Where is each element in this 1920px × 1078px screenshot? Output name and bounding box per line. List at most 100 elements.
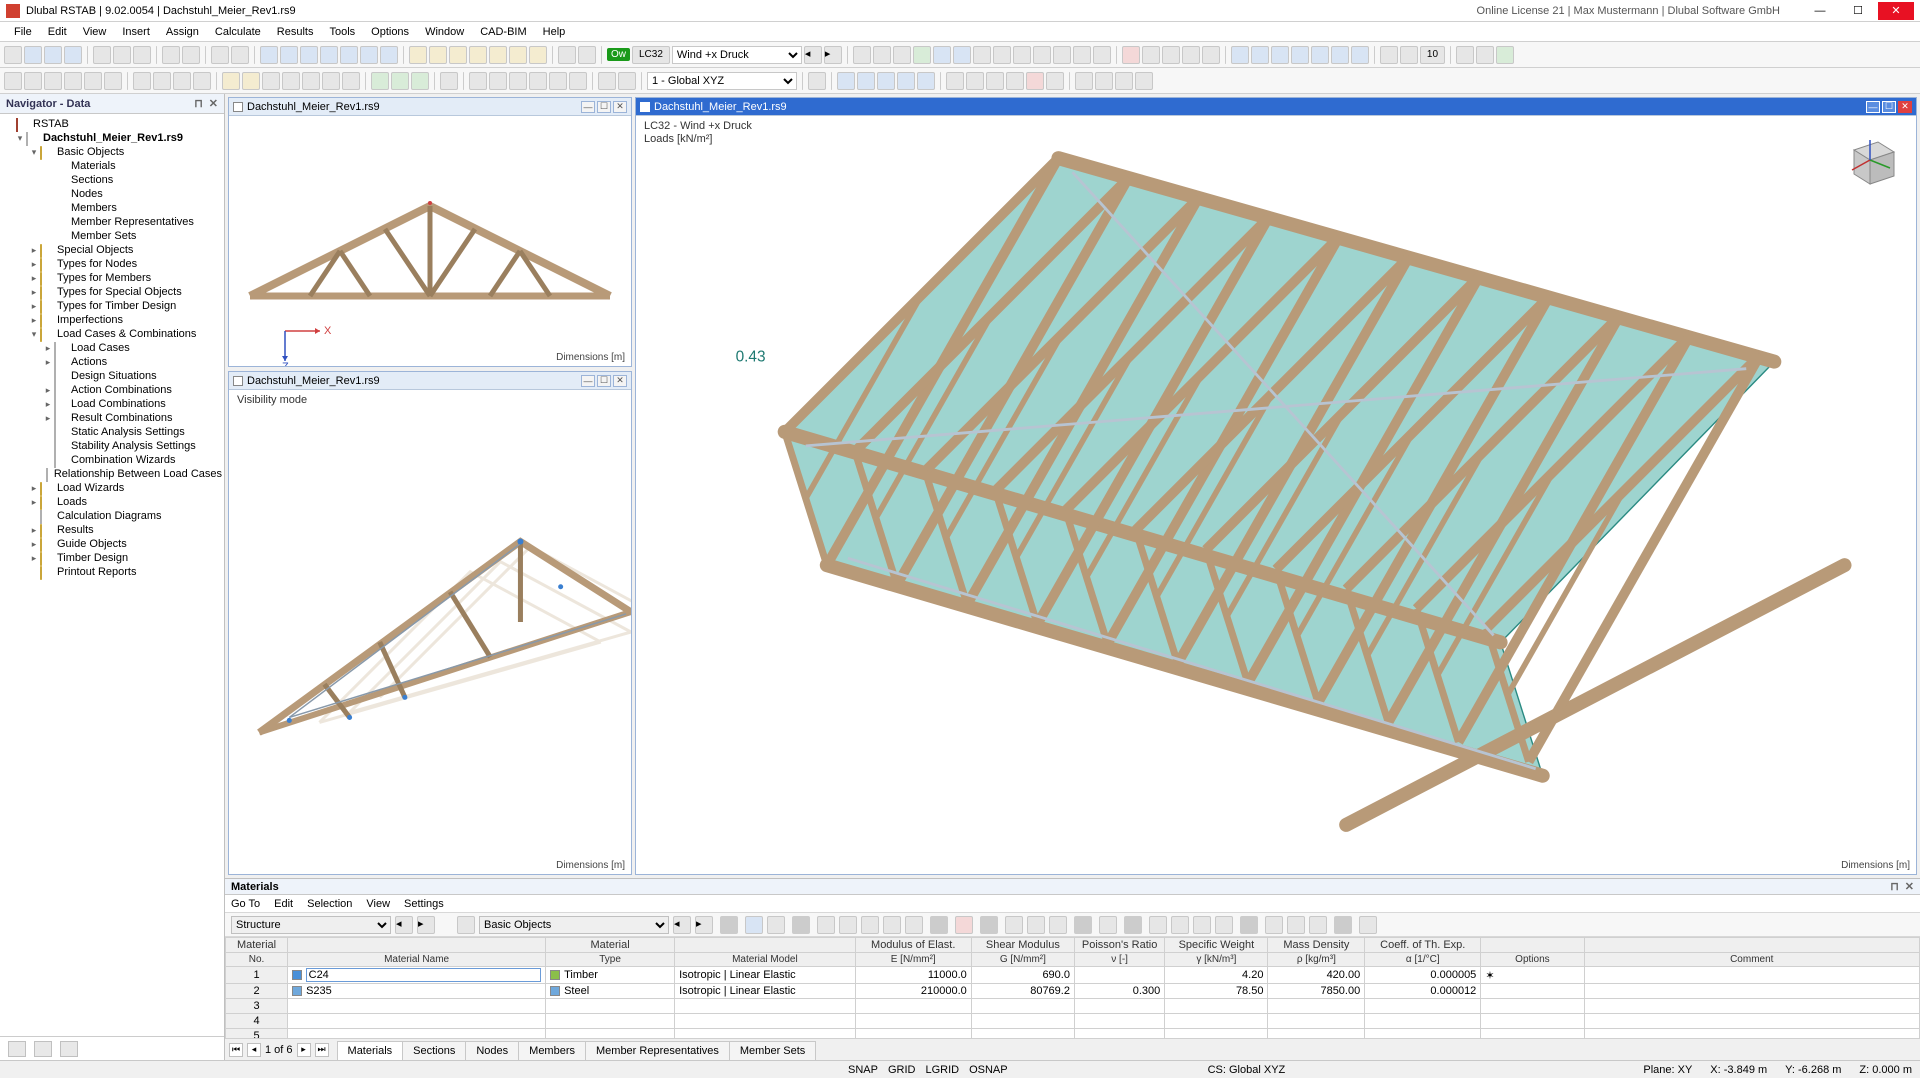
tree-item[interactable]: ▸Special Objects — [2, 243, 222, 257]
mt-a[interactable] — [745, 916, 763, 934]
mt-fx4[interactable] — [1215, 916, 1233, 934]
t2-31[interactable] — [837, 72, 855, 90]
t2-7[interactable] — [133, 72, 151, 90]
vp3-close[interactable]: ✕ — [1898, 101, 1912, 113]
tree-item[interactable]: ▸Result Combinations — [2, 411, 222, 425]
tree-item[interactable]: ▸Action Combinations — [2, 383, 222, 397]
mt-m[interactable] — [1265, 916, 1283, 934]
global-dropdown[interactable]: 1 - Global XYZ — [647, 72, 797, 90]
nav-mode-2[interactable] — [34, 1041, 52, 1057]
t2-23[interactable] — [489, 72, 507, 90]
t2-17[interactable] — [342, 72, 360, 90]
tree-item[interactable]: Design Situations — [2, 369, 222, 383]
tree-item[interactable]: ▸Types for Timber Design — [2, 299, 222, 313]
tb-e3[interactable] — [1496, 46, 1514, 64]
tree-item[interactable]: ▸Timber Design — [2, 551, 222, 565]
tb-c6[interactable] — [1331, 46, 1349, 64]
tb-d2[interactable] — [1400, 46, 1418, 64]
tree-item[interactable]: ▸Imperfections — [2, 313, 222, 327]
t2-42[interactable] — [1075, 72, 1093, 90]
tree-item[interactable]: ▸Types for Members — [2, 271, 222, 285]
t2-45[interactable] — [1135, 72, 1153, 90]
mat-close-icon[interactable]: ✕ — [1905, 880, 1914, 893]
mt-j[interactable] — [1027, 916, 1045, 934]
t2-39[interactable] — [1006, 72, 1024, 90]
lc-prev[interactable]: ◂ — [804, 46, 822, 64]
tb-c3[interactable] — [1271, 46, 1289, 64]
tree-item[interactable]: Static Analysis Settings — [2, 425, 222, 439]
tree-item[interactable]: Sections — [2, 173, 222, 187]
pg-prev[interactable]: ◂ — [247, 1043, 261, 1057]
t2-2[interactable] — [24, 72, 42, 90]
tree-item[interactable]: ▸Types for Nodes — [2, 257, 222, 271]
tb-a12[interactable] — [1073, 46, 1091, 64]
tree-item[interactable]: ▸Loads — [2, 495, 222, 509]
tb-printprev[interactable] — [133, 46, 151, 64]
mt-fx1[interactable] — [1149, 916, 1167, 934]
tb-d3[interactable]: 10 — [1420, 46, 1445, 64]
tb-a5[interactable] — [933, 46, 951, 64]
tree-item[interactable]: Materials — [2, 159, 222, 173]
mt-next[interactable]: ▸ — [417, 916, 435, 934]
t2-11[interactable] — [222, 72, 240, 90]
tb-a9[interactable] — [1013, 46, 1031, 64]
tb-calc2[interactable] — [429, 46, 447, 64]
vp1-min[interactable]: — — [581, 101, 595, 113]
t2-38[interactable] — [986, 72, 1004, 90]
tb-calc7[interactable] — [529, 46, 547, 64]
t2-44[interactable] — [1115, 72, 1133, 90]
tb-a8[interactable] — [993, 46, 1011, 64]
tb-view6[interactable] — [360, 46, 378, 64]
mt-help[interactable] — [1359, 916, 1377, 934]
mt-f[interactable] — [883, 916, 901, 934]
mt-prev[interactable]: ◂ — [395, 916, 413, 934]
mt-filter-icon[interactable] — [457, 916, 475, 934]
tb-view4[interactable] — [320, 46, 338, 64]
t2-24[interactable] — [509, 72, 527, 90]
tb-a7[interactable] — [973, 46, 991, 64]
t2-12[interactable] — [242, 72, 260, 90]
close-button[interactable]: ✕ — [1878, 2, 1914, 20]
mt-i[interactable] — [1005, 916, 1023, 934]
mat-pin-icon[interactable]: ⊓ — [1890, 880, 1899, 893]
mt-g[interactable] — [905, 916, 923, 934]
navcube-icon[interactable] — [1838, 130, 1902, 194]
lc-dropdown[interactable]: Wind +x Druck — [672, 46, 802, 64]
vp1-close[interactable]: ✕ — [613, 101, 627, 113]
mat-tab-materials[interactable]: Materials — [337, 1041, 404, 1060]
tb-d1[interactable] — [1380, 46, 1398, 64]
t2-3[interactable] — [44, 72, 62, 90]
t2-19[interactable] — [391, 72, 409, 90]
tb-b5[interactable] — [1202, 46, 1220, 64]
menu-results[interactable]: Results — [269, 24, 322, 40]
mat-tab-sections[interactable]: Sections — [402, 1041, 466, 1060]
tb-c1[interactable] — [1231, 46, 1249, 64]
mt-d[interactable] — [839, 916, 857, 934]
mt-l[interactable] — [1099, 916, 1117, 934]
menu-view[interactable]: View — [75, 24, 115, 40]
tb-new[interactable] — [4, 46, 22, 64]
tb-a1[interactable] — [853, 46, 871, 64]
viewport-front[interactable]: Dachstuhl_Meier_Rev1.rs9 —☐✕ — [228, 97, 632, 367]
material-name-input[interactable] — [306, 968, 541, 982]
t2-28[interactable] — [598, 72, 616, 90]
vp3-max[interactable]: ☐ — [1882, 101, 1896, 113]
t2-25[interactable] — [529, 72, 547, 90]
nav-pin-icon[interactable]: ⊓ — [194, 97, 203, 110]
nav-mode-3[interactable] — [60, 1041, 78, 1057]
mat-menu-edit[interactable]: Edit — [274, 898, 293, 910]
tb-a13[interactable] — [1093, 46, 1111, 64]
tb-undo2[interactable] — [211, 46, 229, 64]
tree-item[interactable]: ▸Types for Special Objects — [2, 285, 222, 299]
t2-16[interactable] — [322, 72, 340, 90]
t2-22[interactable] — [469, 72, 487, 90]
mt-fx3[interactable] — [1193, 916, 1211, 934]
t2-41[interactable] — [1046, 72, 1064, 90]
tb-save[interactable] — [44, 46, 62, 64]
menu-window[interactable]: Window — [417, 24, 472, 40]
tree-item[interactable]: Member Sets — [2, 229, 222, 243]
tree-item[interactable]: ▾Load Cases & Combinations — [2, 327, 222, 341]
t2-8[interactable] — [153, 72, 171, 90]
tb-calc3[interactable] — [449, 46, 467, 64]
tree-item[interactable]: Printout Reports — [2, 565, 222, 579]
